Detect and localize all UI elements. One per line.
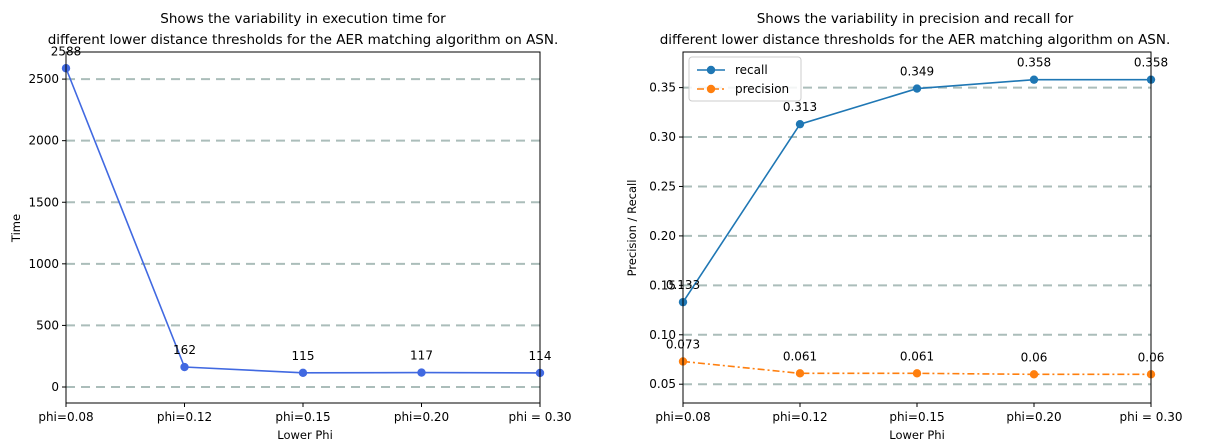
legend: recall precision xyxy=(688,56,802,102)
legend-box xyxy=(688,56,802,102)
data-label: 0.358 xyxy=(1017,56,1051,70)
y-tick-label: 1500 xyxy=(28,195,59,209)
x-tick-label: phi=0.08 xyxy=(655,410,710,424)
y-tick-label: 0.30 xyxy=(649,130,676,144)
series-line-recall xyxy=(682,78,1151,303)
x-tick-label: phi=0.15 xyxy=(275,410,330,424)
chart-title-line2: different lower distance thresholds for … xyxy=(660,32,1171,48)
data-label: 0.313 xyxy=(783,100,817,114)
y-tick-label: 0.10 xyxy=(649,328,676,342)
data-point xyxy=(417,368,426,377)
x-tick-label: phi=0.12 xyxy=(157,410,212,424)
data-label: 115 xyxy=(292,349,315,363)
axis-ticks: 0 500 1000 1500 2000 2500 phi=0.08 phi=0.12 phi=… xyxy=(28,72,571,424)
data-label: 2588 xyxy=(51,44,82,58)
x-tick-label: phi=0.20 xyxy=(394,410,449,424)
x-tick-label: phi = 0.30 xyxy=(1120,410,1183,424)
data-point xyxy=(1029,75,1039,84)
y-tick-label: 0.05 xyxy=(649,377,676,391)
legend-label-precision: precision xyxy=(735,82,789,96)
data-point xyxy=(180,362,189,372)
axis-ticks: 0.05 0.10 0.15 0.20 0.25 0.30 0.35 phi=0.08 phi=… xyxy=(649,81,1182,424)
data-point xyxy=(912,84,922,93)
x-tick-label: phi=0.12 xyxy=(772,410,827,424)
y-tick-label: 0.15 xyxy=(649,278,676,292)
data-point xyxy=(795,119,805,129)
y-tick-label: 0.35 xyxy=(649,81,676,95)
x-tick-label: phi = 0.30 xyxy=(509,410,572,424)
data-label: 0.349 xyxy=(900,65,934,79)
y-tick-label: 0 xyxy=(51,380,59,394)
grid-lines xyxy=(66,78,540,388)
chart-title-line1: Shows the variability in precision and r… xyxy=(757,11,1074,27)
x-axis-label: Lower Phi xyxy=(889,428,945,442)
data-point xyxy=(1029,370,1039,379)
grid-lines xyxy=(683,86,1151,386)
chart-title-line1: Shows the variability in execution time … xyxy=(160,11,446,27)
x-tick-label: phi=0.08 xyxy=(38,410,93,424)
data-label: 0.061 xyxy=(783,349,817,363)
series-line-time xyxy=(65,67,541,374)
data-point xyxy=(298,368,308,378)
data-label: 162 xyxy=(173,343,196,357)
y-tick-label: 2000 xyxy=(28,134,59,148)
legend-label-recall: recall xyxy=(735,63,768,77)
x-tick-label: phi=0.15 xyxy=(889,410,944,424)
y-tick-label: 0.25 xyxy=(649,179,676,193)
data-label: 0.06 xyxy=(1021,350,1048,364)
data-label: 117 xyxy=(410,349,433,363)
precision-recall-chart: Shows the variability in precision and r… xyxy=(625,11,1182,442)
legend-marker-precision xyxy=(706,84,716,94)
data-label: 0.061 xyxy=(900,349,934,363)
y-tick-label: 500 xyxy=(36,318,59,332)
y-axis-label: Precision / Recall xyxy=(625,180,639,277)
y-tick-label: 1000 xyxy=(28,257,59,271)
x-axis-label: Lower Phi xyxy=(277,428,333,442)
chart-title-line2: different lower distance thresholds for … xyxy=(48,32,559,48)
y-tick-label: 0.20 xyxy=(649,229,676,243)
x-tick-label: phi=0.20 xyxy=(1006,410,1061,424)
y-tick-label: 2500 xyxy=(28,72,59,86)
data-point xyxy=(795,369,805,378)
execution-time-chart: Shows the variability in execution time … xyxy=(9,11,571,442)
legend-marker-recall xyxy=(706,65,716,75)
data-point xyxy=(912,369,922,378)
series-line-precision xyxy=(682,360,1151,376)
y-axis-label: Time xyxy=(9,214,23,243)
